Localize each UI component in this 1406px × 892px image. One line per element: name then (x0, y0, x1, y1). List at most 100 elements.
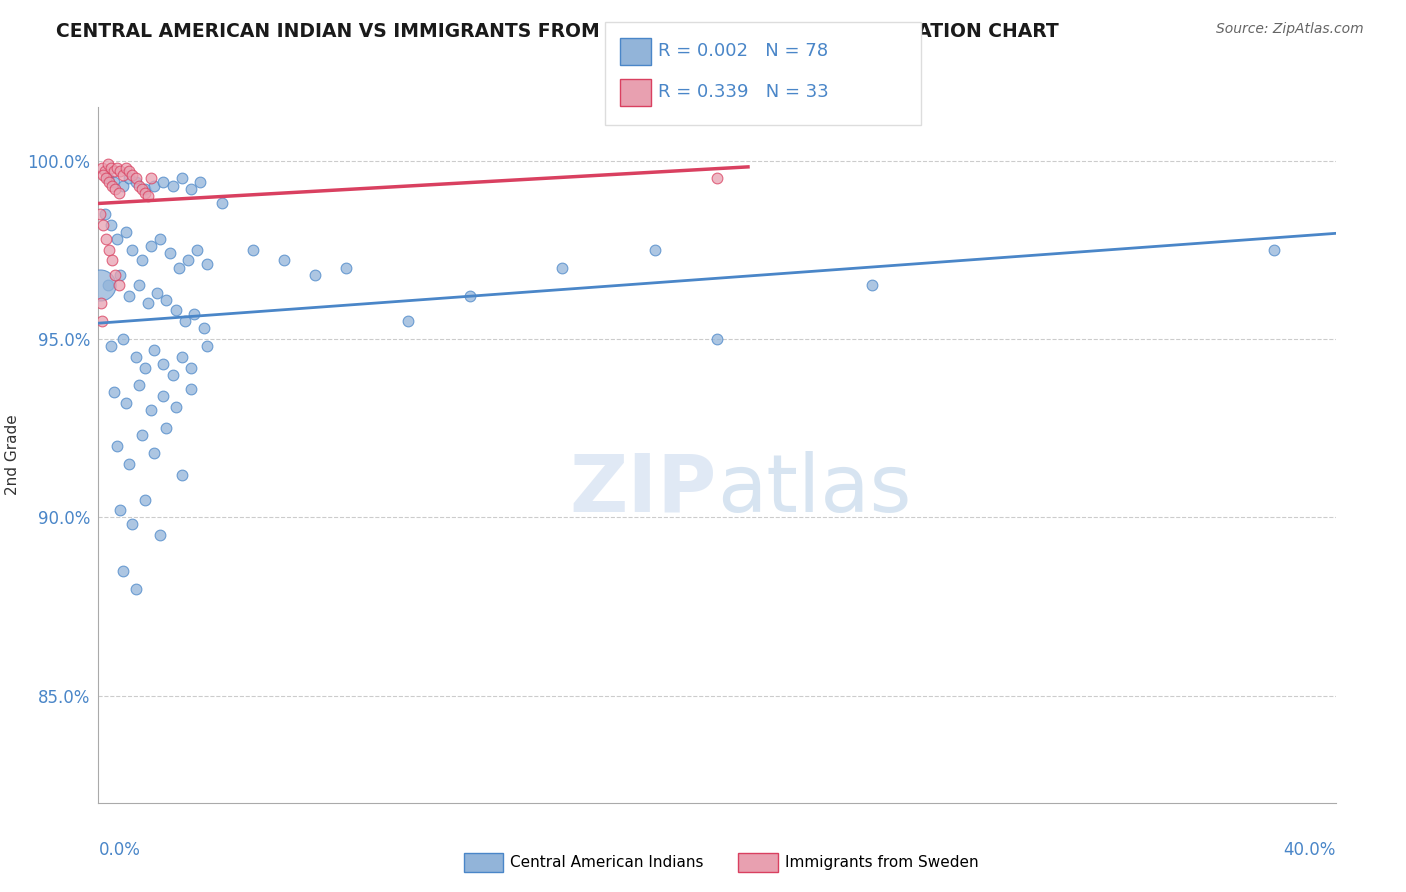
Point (98, 243, 121, 257)
Point (143, 343, 166, 357)
Point (458, 289, 481, 303)
Point (131, 182, 153, 196)
Y-axis label: 2nd Grade: 2nd Grade (6, 415, 20, 495)
Point (118, 164, 141, 178)
Point (124, 350, 146, 364)
Point (162, 178, 184, 193)
Text: 0.0%: 0.0% (98, 841, 141, 859)
Point (152, 357, 174, 371)
Point (134, 182, 156, 196)
Point (136, 296, 159, 310)
Point (706, 171, 728, 186)
Point (128, 278, 150, 293)
Point (112, 332, 135, 346)
Point (162, 368, 184, 382)
Point (100, 339, 122, 353)
Point (1263, 243, 1285, 257)
Point (91, 314, 114, 328)
Point (211, 196, 233, 211)
Text: CENTRAL AMERICAN INDIAN VS IMMIGRANTS FROM SWEDEN 2ND GRADE CORRELATION CHART: CENTRAL AMERICAN INDIAN VS IMMIGRANTS FR… (56, 22, 1059, 41)
Point (136, 189, 159, 203)
Point (108, 503, 131, 517)
Point (103, 164, 125, 178)
Point (118, 289, 141, 303)
Point (97, 278, 120, 293)
Text: atlas: atlas (717, 450, 911, 529)
Point (304, 268, 326, 282)
Point (128, 378, 150, 392)
Point (149, 232, 172, 246)
Point (177, 253, 200, 268)
Point (131, 428, 153, 442)
Point (91, 218, 114, 232)
Text: ZIP: ZIP (569, 450, 717, 529)
Point (165, 400, 187, 414)
Point (134, 186, 156, 200)
Point (112, 564, 135, 578)
Point (96, 232, 118, 246)
Point (118, 457, 141, 471)
Point (644, 243, 666, 257)
Text: Source: ZipAtlas.com: Source: ZipAtlas.com (1216, 22, 1364, 37)
Point (115, 225, 138, 239)
Point (165, 303, 187, 318)
Point (93, 207, 115, 221)
Point (159, 246, 181, 260)
Point (112, 178, 135, 193)
Point (118, 171, 141, 186)
Text: R = 0.002   N = 78: R = 0.002 N = 78 (658, 42, 828, 60)
Point (101, 253, 124, 268)
Point (139, 403, 162, 417)
Point (149, 528, 172, 542)
Point (195, 339, 218, 353)
Point (396, 314, 419, 328)
Point (706, 332, 728, 346)
Point (108, 164, 131, 178)
Point (124, 171, 146, 186)
Point (115, 396, 138, 410)
Point (551, 260, 574, 275)
Point (107, 186, 129, 200)
Text: R = 0.339   N = 33: R = 0.339 N = 33 (658, 83, 828, 101)
Point (139, 239, 162, 253)
Point (100, 218, 122, 232)
Point (155, 293, 177, 307)
Point (195, 257, 218, 271)
Point (105, 439, 128, 453)
Point (146, 285, 169, 300)
Point (90, 296, 112, 310)
Point (100, 161, 122, 175)
Point (104, 268, 127, 282)
Point (143, 446, 166, 460)
Point (121, 517, 143, 532)
Point (139, 171, 162, 186)
Point (190, 175, 212, 189)
Point (193, 321, 215, 335)
Point (108, 268, 131, 282)
Point (335, 260, 357, 275)
Point (104, 182, 127, 196)
Point (860, 278, 883, 293)
Point (89, 207, 111, 221)
Point (170, 467, 193, 482)
Point (115, 161, 138, 175)
Point (112, 168, 135, 182)
Point (131, 253, 153, 268)
Text: 40.0%: 40.0% (1284, 841, 1336, 859)
Point (93, 164, 115, 178)
Point (89, 278, 111, 293)
Point (90, 161, 112, 175)
Point (128, 178, 150, 193)
Point (91, 168, 114, 182)
Point (121, 243, 143, 257)
Point (180, 382, 202, 396)
Point (121, 168, 143, 182)
Point (152, 389, 174, 403)
Point (183, 307, 205, 321)
Point (273, 253, 295, 268)
Point (98, 175, 121, 189)
Point (180, 360, 202, 375)
Point (105, 232, 128, 246)
Point (170, 350, 193, 364)
Point (134, 360, 156, 375)
